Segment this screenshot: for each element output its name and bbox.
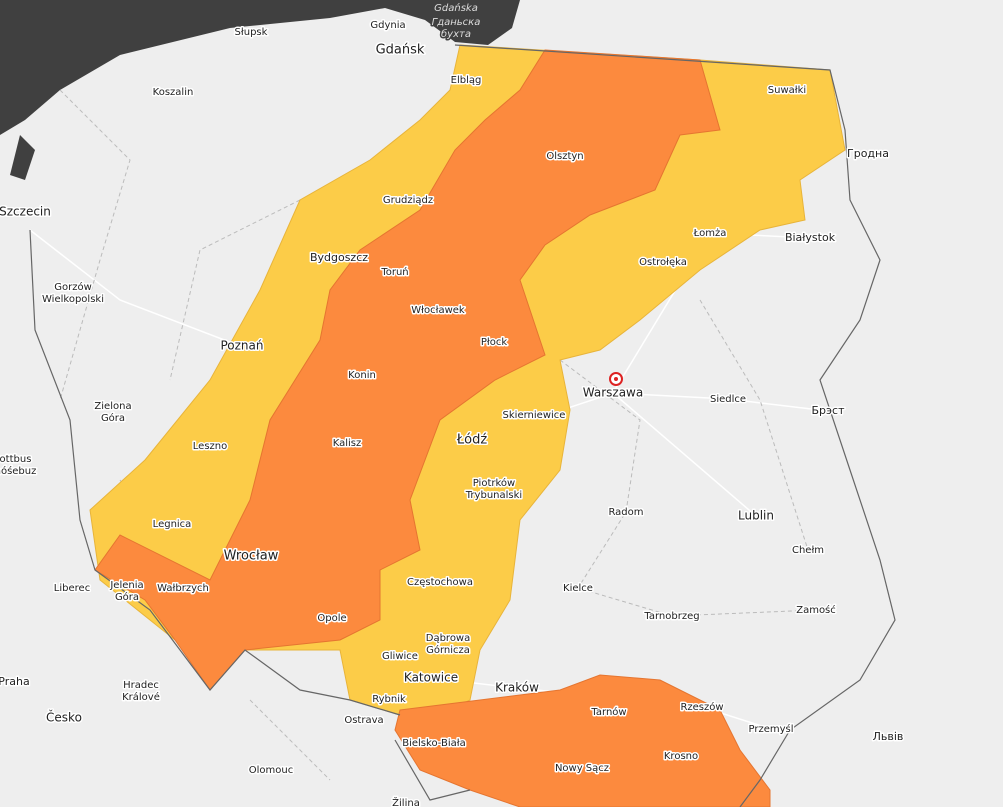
place-label: Kielce <box>563 583 593 594</box>
place-label: CottbusChóśebuz <box>0 454 36 477</box>
place-label: Bielsko-Biała <box>402 738 466 749</box>
place-label: Suwałki <box>768 85 806 96</box>
place-label: Opole <box>317 613 346 624</box>
sea <box>0 0 520 135</box>
place-label: Гданьска бухта <box>432 17 481 40</box>
place-label: Tarnobrzeg <box>643 611 699 622</box>
place-label: Toruń <box>380 266 408 278</box>
place-label: Poznań <box>220 339 263 353</box>
place-label: Grudziądz <box>383 195 433 206</box>
place-label: Wałbrzych <box>157 583 209 594</box>
place-label: Gdańska <box>434 2 478 14</box>
place-label: Częstochowa <box>407 577 473 588</box>
place-label: Chełm <box>792 545 824 556</box>
place-label: Nowy Sącz <box>555 763 609 774</box>
place-label: Szczecin <box>0 205 51 219</box>
place-label: Legnica <box>153 519 192 530</box>
place-label: Zamość <box>796 604 836 616</box>
place-label: Lublin <box>738 509 774 523</box>
place-label: Konin <box>348 370 376 381</box>
place-label: Katowice <box>404 671 458 685</box>
place-label: Rzeszów <box>680 701 723 713</box>
place-label: Žilina <box>392 796 420 807</box>
admin-lines <box>59 89 817 781</box>
place-label: Słupsk <box>235 27 268 38</box>
place-label: Jelenia Góra <box>109 580 143 603</box>
place-label: Skierniewice <box>503 410 566 421</box>
place-label: Gdynia <box>370 20 405 31</box>
country-border <box>29 44 896 807</box>
place-label: Włocławek <box>411 305 465 316</box>
place-label: Ostrava <box>344 715 383 726</box>
place-label: Gliwice <box>382 651 418 662</box>
place-label: Брэст <box>811 404 845 417</box>
place-label: Radom <box>608 507 643 518</box>
place-label: Elbląg <box>451 75 482 86</box>
place-label: Česko <box>46 710 82 725</box>
place-label: Gorzów Wielkopolski <box>42 281 104 305</box>
place-label: Leszno <box>193 441 227 452</box>
capital-dot <box>614 377 618 381</box>
place-label: Krosno <box>664 751 698 762</box>
place-label: Łódź <box>456 433 488 448</box>
place-label: Гродна <box>847 147 889 160</box>
place-label: Львів <box>873 730 904 743</box>
place-label: Kraków <box>495 681 539 695</box>
place-label: Praha <box>0 675 30 688</box>
place-label: Olomouc <box>249 765 293 776</box>
place-label: Przemyśl <box>748 723 793 735</box>
place-label: Liberec <box>54 583 90 594</box>
place-label: Białystok <box>785 231 836 244</box>
place-label: Warszawa <box>583 386 643 400</box>
place-label: Gdańsk <box>376 43 425 58</box>
place-label: Rybnik <box>372 694 406 705</box>
place-label: Ostrołęka <box>639 257 687 268</box>
place-label: Koszalin <box>153 87 194 98</box>
place-label: Łomża <box>693 228 727 239</box>
place-label: Tarnów <box>590 706 626 718</box>
place-label: Kalisz <box>333 438 362 449</box>
place-label: Piotrków Trybunalski <box>465 477 522 501</box>
place-label: Zielona Góra <box>94 401 131 424</box>
lagoon <box>10 135 35 180</box>
place-label: Wrocław <box>224 549 279 564</box>
orange-warning-south <box>394 674 771 807</box>
place-label: Bydgoszcz <box>310 251 368 264</box>
place-label: Siedlce <box>710 394 746 405</box>
place-label: Olsztyn <box>546 151 583 162</box>
place-label: Hradec Králové <box>122 680 160 703</box>
place-label: Płock <box>481 337 507 348</box>
place-label: Dąbrowa Górnicza <box>426 633 471 656</box>
